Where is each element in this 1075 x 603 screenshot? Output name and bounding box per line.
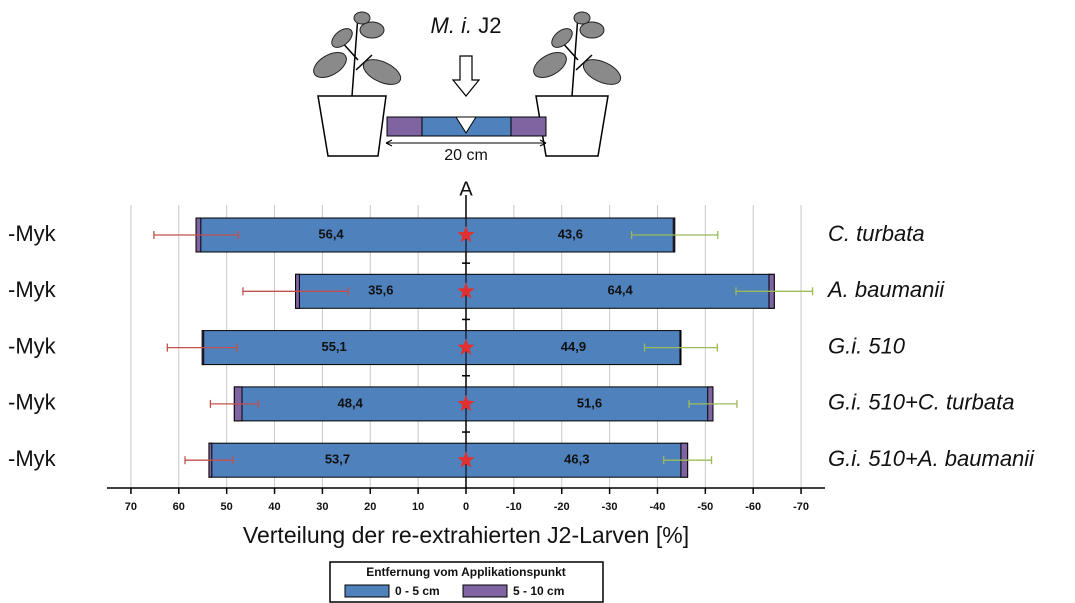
value-label: 64,4 <box>607 283 633 298</box>
category-label: G.i. 510 <box>828 333 906 358</box>
value-label: 51,6 <box>577 395 602 410</box>
value-label: 44,9 <box>561 339 586 354</box>
row-label: -Myk <box>8 446 57 471</box>
x-tick-label: 60 <box>173 501 185 513</box>
legend-swatch <box>463 585 507 597</box>
x-tick-label: -60 <box>745 501 761 513</box>
x-tick-label: 50 <box>221 501 233 513</box>
distance-label: 20 cm <box>444 147 488 164</box>
x-tick-label: 10 <box>412 501 424 513</box>
row-label: -Myk <box>8 221 57 246</box>
legend-label: 5 - 10 cm <box>513 584 564 598</box>
value-label: 46,3 <box>564 452 589 467</box>
label-rest: J2 <box>478 13 501 38</box>
x-tick-label: -70 <box>793 501 809 513</box>
value-label: 48,4 <box>338 395 364 410</box>
x-tick-label: 20 <box>364 501 376 513</box>
x-tick-label: -50 <box>697 501 713 513</box>
category-label: C. turbata <box>828 221 925 246</box>
x-tick-label: -10 <box>506 501 522 513</box>
legend-swatch <box>345 585 389 597</box>
value-label: 56,4 <box>318 226 344 241</box>
chart: M. i. J2 20 cm A Verteilung der re-extra… <box>0 0 1075 603</box>
illustration-label: M. i. J2 <box>431 13 502 38</box>
label-italic: M. i. <box>431 13 473 38</box>
x-tick-label: -30 <box>602 501 618 513</box>
x-tick-label: 70 <box>125 501 137 513</box>
x-axis-title: Verteilung der re-extrahierten J2-Larven… <box>243 522 689 548</box>
category-label: G.i. 510+A. baumanii <box>828 446 1035 471</box>
legend-title: Entfernung vom Applikationspunkt <box>366 565 566 579</box>
x-tick-label: 30 <box>316 501 328 513</box>
row-label: -Myk <box>8 333 57 358</box>
row-label: -Myk <box>8 390 57 415</box>
row-label: -Myk <box>8 277 57 302</box>
x-tick-label: -40 <box>650 501 666 513</box>
value-label: 53,7 <box>325 452 350 467</box>
x-tick-label: 40 <box>268 501 280 513</box>
category-label: G.i. 510+C. turbata <box>828 390 1015 415</box>
value-label: 35,6 <box>368 283 393 298</box>
x-tick-label: 0 <box>463 501 469 513</box>
value-label: 55,1 <box>321 339 346 354</box>
x-tick-label: -20 <box>554 501 570 513</box>
category-label: A. baumanii <box>826 277 945 302</box>
value-label: 43,6 <box>558 226 583 241</box>
legend-label: 0 - 5 cm <box>395 584 440 598</box>
